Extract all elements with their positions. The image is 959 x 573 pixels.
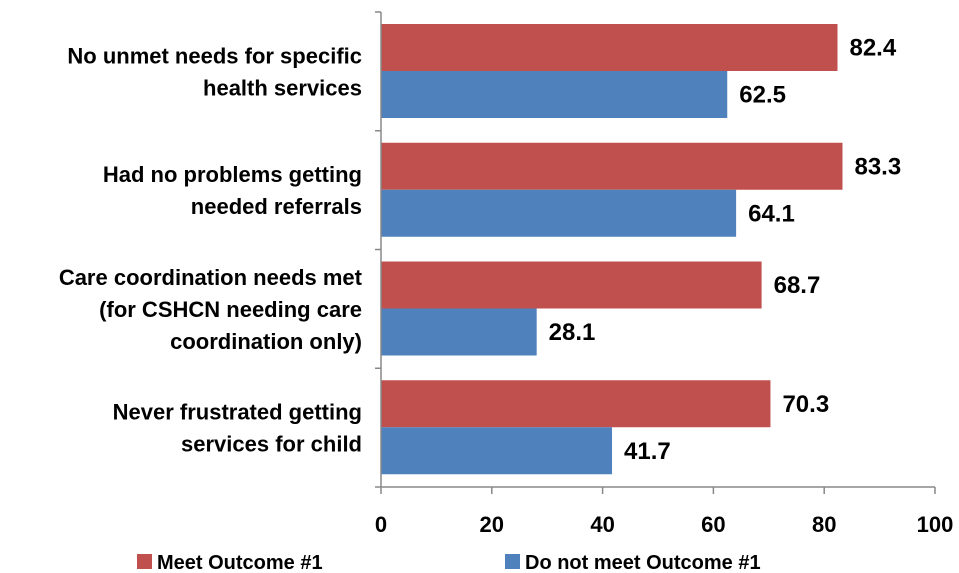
x-tick-label-1: 20 bbox=[480, 512, 504, 537]
category-label-3-line-0: Never frustrated getting bbox=[113, 400, 362, 425]
category-label-3-line-1: services for child bbox=[181, 432, 362, 457]
bar-not-meet-1 bbox=[381, 189, 737, 237]
value-label-meet-3: 70.3 bbox=[782, 391, 829, 418]
category-label-1-line-1: needed referrals bbox=[191, 194, 362, 219]
bar-meet-1 bbox=[381, 142, 843, 190]
value-label-not-meet-2: 28.1 bbox=[549, 319, 596, 346]
value-label-not-meet-3: 41.7 bbox=[624, 438, 671, 465]
legend-swatch-meet bbox=[137, 554, 152, 569]
legend-label-not-meet: Do not meet Outcome #1 bbox=[525, 552, 761, 573]
bar-meet-3 bbox=[381, 380, 771, 428]
x-tick-label-5: 100 bbox=[917, 512, 954, 537]
value-label-meet-1: 83.3 bbox=[854, 153, 901, 180]
bar-not-meet-3 bbox=[381, 427, 613, 475]
value-label-not-meet-1: 64.1 bbox=[748, 200, 795, 227]
value-label-meet-2: 68.7 bbox=[774, 272, 821, 299]
value-label-meet-0: 82.4 bbox=[849, 35, 896, 62]
x-tick-label-4: 80 bbox=[812, 512, 836, 537]
bar-not-meet-2 bbox=[381, 308, 537, 356]
legend-label-meet: Meet Outcome #1 bbox=[157, 552, 323, 573]
legend-swatch-not-meet bbox=[505, 554, 520, 569]
category-label-0-line-0: No unmet needs for specific bbox=[67, 43, 362, 68]
x-tick-label-0: 0 bbox=[375, 512, 387, 537]
category-label-0-line-1: health services bbox=[203, 75, 362, 100]
category-label-2-line-0: Care coordination needs met bbox=[59, 265, 363, 290]
category-label-2-line-2: coordination only) bbox=[170, 329, 362, 354]
category-label-1-line-0: Had no problems getting bbox=[103, 162, 362, 187]
plot-area: 82.4 62.5 No unmet needs for specific healt… bbox=[59, 11, 954, 537]
bar-meet-0 bbox=[381, 24, 838, 71]
x-tick-label-2: 40 bbox=[590, 512, 614, 537]
x-tick-label-3: 60 bbox=[701, 512, 725, 537]
legend: Meet Outcome #1 Do not meet Outcome #1 bbox=[137, 552, 761, 573]
value-label-not-meet-0: 62.5 bbox=[739, 82, 786, 109]
category-label-2-line-1: (for CSHCN needing care bbox=[99, 297, 362, 322]
bar-not-meet-0 bbox=[381, 71, 728, 118]
bar-meet-2 bbox=[381, 261, 762, 309]
